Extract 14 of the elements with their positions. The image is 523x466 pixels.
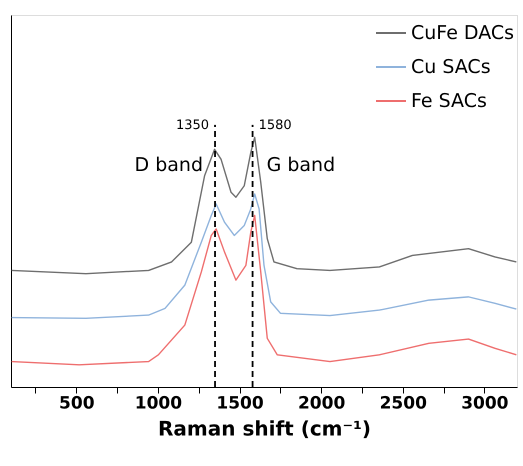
x-tick-label: 2500 <box>380 394 428 414</box>
legend-label: Cu SACs <box>411 56 491 78</box>
ref-line-label: 1350 <box>176 118 210 133</box>
legend-label: Fe SACs <box>411 90 487 112</box>
x-tick-label: 3000 <box>461 394 509 414</box>
ref-line-label: 1580 <box>258 118 292 133</box>
annotation: D band <box>134 154 204 176</box>
x-tick-label: 1500 <box>216 394 264 414</box>
x-tick-label: 1000 <box>134 394 182 414</box>
legend-label: CuFe DACs <box>411 22 514 44</box>
x-axis-title: Raman shift (cm⁻¹) <box>158 416 371 440</box>
annotation: G band <box>266 154 336 176</box>
x-tick-label: 500 <box>59 394 95 414</box>
x-tick-label: 2000 <box>298 394 346 414</box>
